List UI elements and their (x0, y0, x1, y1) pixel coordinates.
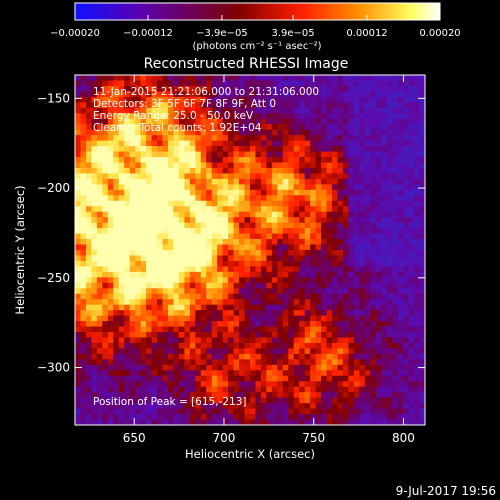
colorbar-tick-label: −3.9e−05 (196, 28, 248, 39)
colorbar-tick-label: −0.00012 (123, 28, 173, 39)
chart-title: Reconstructed RHESSI Image (144, 56, 349, 72)
y-axis-label: Heliocentric Y (arcsec) (13, 185, 27, 314)
footer-date: 9-Jul-2017 19:56 (396, 484, 496, 498)
annotation-peak: Position of Peak = [615,-213] (93, 396, 247, 408)
colorbar-tick-label: 3.9e−05 (272, 28, 315, 39)
y-tick-label: −250 (37, 271, 70, 285)
colorbar-tick-label: −0.00020 (50, 28, 100, 39)
x-tick-label: 800 (392, 431, 415, 445)
colorbar-tick-label: 0.00020 (419, 28, 460, 39)
plot-frame (74, 74, 426, 426)
y-tick-label: −200 (37, 181, 70, 195)
x-tick-label: 750 (302, 431, 325, 445)
colorbar (74, 2, 441, 21)
annotation-detectors: Detectors: 3F 5F 6F 7F 8F 9F, Att 0 (93, 98, 277, 110)
axis-ticks: 650 700 750 800 −150 −200 −250 −300 (37, 75, 425, 445)
colorbar-unit-label: (photons cm⁻² s⁻¹ asec⁻²) (192, 41, 321, 52)
annotation-time: 11-Jan-2015 21:21:06.000 to 21:31:06.000 (93, 86, 320, 98)
heatmap-image (75, 75, 426, 426)
y-tick-label: −150 (37, 91, 70, 105)
colorbar-tick-label: 0.00012 (346, 28, 387, 39)
x-axis-label: Heliocentric X (arcsec) (185, 447, 315, 461)
annotation-method: Clean Total counts: 1.92E+04 (93, 122, 262, 134)
annotation-energy: Energy Range: 25.0 - 50.0 keV (93, 110, 254, 122)
x-tick-label: 650 (123, 431, 146, 445)
colorbar-ticks: −0.00020 −0.00012 −3.9e−05 3.9e−05 0.00012 0.… (50, 15, 461, 39)
x-tick-label: 700 (213, 431, 236, 445)
y-tick-label: −300 (37, 361, 70, 375)
